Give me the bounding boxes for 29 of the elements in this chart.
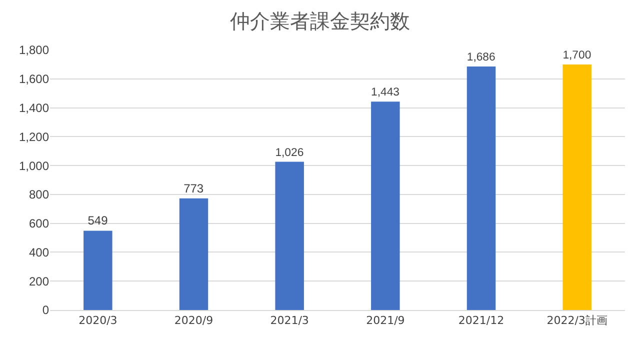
x-tick-label: 2021/12 xyxy=(458,314,504,328)
y-tick-label: 600 xyxy=(28,216,50,231)
y-tick-label: 1,600 xyxy=(18,72,50,86)
bar xyxy=(179,198,208,310)
y-tick-label: 400 xyxy=(28,245,50,260)
x-tick-label: 2022/3計画 xyxy=(546,314,608,328)
y-tick-label: 0 xyxy=(42,303,50,318)
chart-title: 仲介業者課金契約数 xyxy=(230,8,410,33)
y-tick-label: 1,400 xyxy=(18,100,50,115)
data-label: 549 xyxy=(88,214,108,228)
x-tick-label: 2021/9 xyxy=(366,314,405,328)
y-tick-label: 1,000 xyxy=(18,158,50,173)
y-tick-label: 1,200 xyxy=(18,130,50,144)
bar xyxy=(562,64,592,310)
data-label: 1,026 xyxy=(275,146,304,159)
y-tick-label: 800 xyxy=(28,188,50,202)
x-tick-label: 2020/9 xyxy=(174,314,214,328)
bar xyxy=(275,162,304,310)
data-label: 1,700 xyxy=(562,50,592,62)
x-tick-label: 2020/3 xyxy=(78,314,118,328)
data-label: 1,686 xyxy=(466,52,496,64)
x-tick-label: 2021/3 xyxy=(270,314,309,328)
bar xyxy=(84,230,112,310)
data-label: 1,443 xyxy=(371,86,400,99)
y-tick-label: 1,800 xyxy=(18,43,50,58)
bar xyxy=(371,102,400,310)
y-tick-label: 200 xyxy=(28,274,50,288)
bar xyxy=(466,66,496,310)
data-label: 773 xyxy=(184,181,204,196)
